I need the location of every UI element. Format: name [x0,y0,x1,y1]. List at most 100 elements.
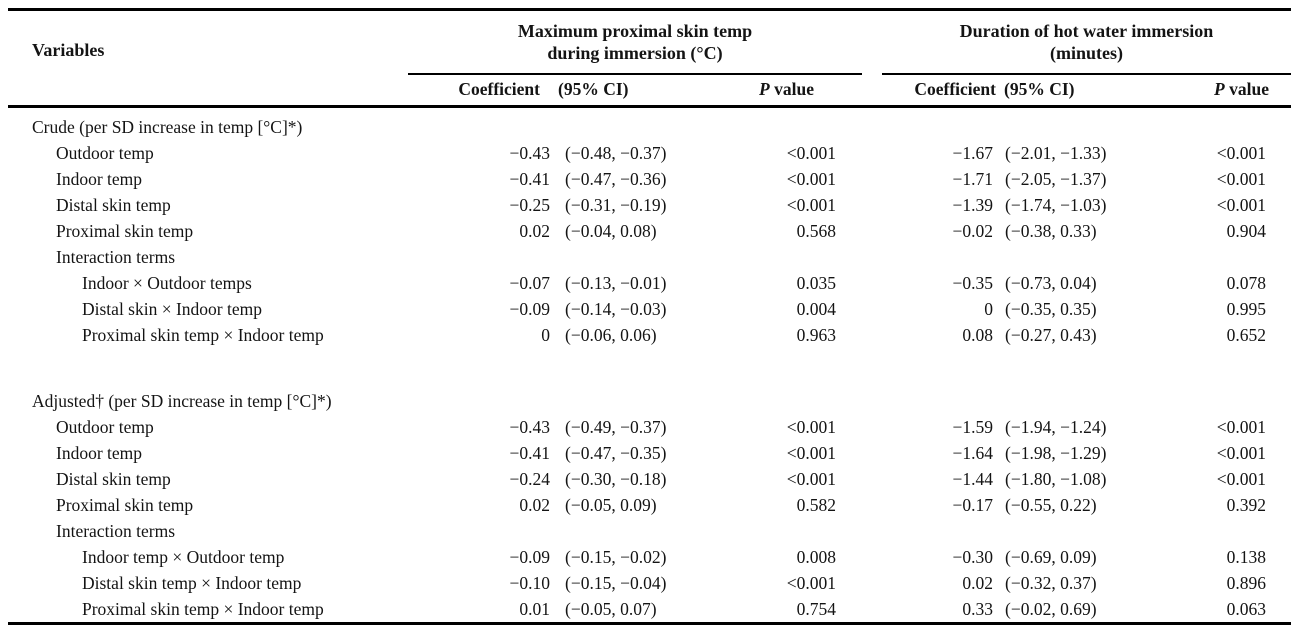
spacer-cell [8,348,1291,388]
variable-label: Adjusted† (per SD increase in temp [°C]*… [32,390,332,411]
table-row: Proximal skin temp × Indoor temp 0.01 (−0.… [8,596,1291,624]
skin-coefficient-cell: −0.09 [509,546,551,567]
duration-ci-cell [998,107,1150,141]
skin-coefficient-cell [408,107,556,141]
skin-pvalue-cell: 0.963 [796,324,836,345]
skin-pvalue-cell: <0.001 [786,416,836,437]
group2-title-line1: Duration of hot water immersion [959,21,1214,42]
skin-coefficient-cell: −0.41 [509,442,551,463]
duration-ci-cell: (−2.05, −1.37) [1005,168,1107,189]
skin-ci-cell: (−0.15, −0.04) [565,572,667,593]
p-rest: value [1224,79,1269,100]
duration-pvalue-cell [1150,518,1291,544]
skin-coefficient-cell: −0.43 [509,416,551,437]
duration-pvalue-cell [1150,388,1291,414]
variable-label: Indoor temp [56,168,143,189]
group-gap-cell [862,544,882,570]
column-header-coefficient-duration: Coefficient [882,74,998,108]
skin-ci-cell: (−0.47, −0.35) [565,442,667,463]
group-gap-cell [862,570,882,596]
duration-ci-cell [998,244,1150,270]
skin-coefficient-cell: −0.10 [509,572,551,593]
duration-ci-cell: (−1.98, −1.29) [1005,442,1107,463]
duration-coefficient-cell: −1.67 [952,142,994,163]
variable-label: Proximal skin temp × Indoor temp [82,324,324,345]
table-header: Variables Maximum proximal skin temp dur… [8,9,1291,108]
skin-pvalue-cell: <0.001 [786,572,836,593]
duration-pvalue-cell: 0.078 [1226,272,1266,293]
variable-label: Proximal skin temp [56,220,194,241]
duration-ci-cell: (−0.32, 0.37) [1005,572,1097,593]
duration-pvalue-cell [1150,244,1291,270]
group1-title-line2: during immersion (°C) [547,43,723,63]
duration-coefficient-cell: −0.02 [952,220,994,241]
column-header-ci-skin: (95% CI) [556,74,718,108]
group-gap-cell [862,518,882,544]
column-group-skin-temp: Maximum proximal skin temp during immers… [408,9,862,75]
duration-coefficient-cell: −0.30 [952,546,994,567]
column-group-immersion-duration: Duration of hot water immersion (minutes… [882,9,1291,75]
skin-ci-cell: (−0.47, −0.36) [565,168,667,189]
table-row: Crude (per SD increase in temp [°C]*) [8,107,1291,141]
group-gap-cell [862,596,882,624]
column-header-pvalue-skin: P value [718,74,862,108]
variable-label: Outdoor temp [56,142,154,163]
group-gap-cell [862,388,882,414]
duration-coefficient-cell [882,388,998,414]
duration-ci-cell: (−0.73, 0.04) [1005,272,1097,293]
skin-ci-cell: (−0.30, −0.18) [565,468,667,489]
duration-coefficient-cell: −1.59 [952,416,994,437]
table-row: Indoor temp × Outdoor temp −0.09 (−0.15, −… [8,544,1291,570]
duration-coefficient-cell: 0.02 [962,572,993,593]
table-row: Proximal skin temp × Indoor temp 0 (−0.06,… [8,322,1291,348]
duration-pvalue-cell: <0.001 [1216,416,1266,437]
group1-title-line1: Maximum proximal skin temp [517,21,753,42]
skin-pvalue-cell: <0.001 [786,442,836,463]
variable-label: Proximal skin temp × Indoor temp [82,598,324,619]
table-row: Adjusted† (per SD increase in temp [°C]*… [8,388,1291,414]
variable-label: Distal skin temp [56,468,171,489]
skin-pvalue-cell: 0.754 [796,598,836,619]
table-row: Distal skin × Indoor temp −0.09 (−0.14, −0… [8,296,1291,322]
spacer-row [8,348,1291,388]
column-header-pvalue-duration: P value [1150,74,1291,108]
group-gap-cell [862,140,882,166]
duration-ci-cell [998,518,1150,544]
duration-pvalue-cell: 0.392 [1226,494,1266,515]
skin-ci-cell: (−0.48, −0.37) [565,142,667,163]
skin-pvalue-cell [718,518,862,544]
skin-coefficient-cell: −0.09 [509,298,551,319]
duration-pvalue-cell: 0.138 [1226,546,1266,567]
skin-ci-cell: (−0.31, −0.19) [565,194,667,215]
duration-ci-cell: (−0.69, 0.09) [1005,546,1097,567]
skin-coefficient-cell: 0.01 [519,598,550,619]
skin-pvalue-cell: 0.035 [796,272,836,293]
skin-coefficient-cell [408,388,556,414]
skin-ci-cell [556,244,718,270]
duration-ci-cell: (−1.74, −1.03) [1005,194,1107,215]
duration-coefficient-cell [882,244,998,270]
group-gap-cell [862,296,882,322]
variable-label: Distal skin temp [56,194,171,215]
skin-coefficient-cell [408,518,556,544]
skin-pvalue-cell [718,107,862,141]
duration-ci-cell [998,388,1150,414]
duration-ci-cell: (−2.01, −1.33) [1005,142,1107,163]
duration-coefficient-cell [882,518,998,544]
group-gap-cell [862,192,882,218]
skin-pvalue-cell: <0.001 [786,168,836,189]
skin-coefficient-cell: 0.02 [519,220,550,241]
duration-coefficient-cell: −1.64 [952,442,994,463]
duration-coefficient-cell: −0.35 [952,272,994,293]
table-row: Indoor temp −0.41 (−0.47, −0.35) <0.001 −1.6… [8,440,1291,466]
duration-ci-cell: (−0.35, 0.35) [1005,298,1097,319]
group-gap-cell [862,440,882,466]
skin-pvalue-cell [718,388,862,414]
duration-pvalue-cell: 0.904 [1226,220,1266,241]
skin-pvalue-cell: <0.001 [786,142,836,163]
skin-coefficient-cell: 0 [541,324,550,345]
duration-pvalue-cell: <0.001 [1216,468,1266,489]
skin-ci-cell: (−0.49, −0.37) [565,416,667,437]
variable-label: Distal skin temp × Indoor temp [82,572,302,593]
group-header-row: Variables Maximum proximal skin temp dur… [8,9,1291,108]
